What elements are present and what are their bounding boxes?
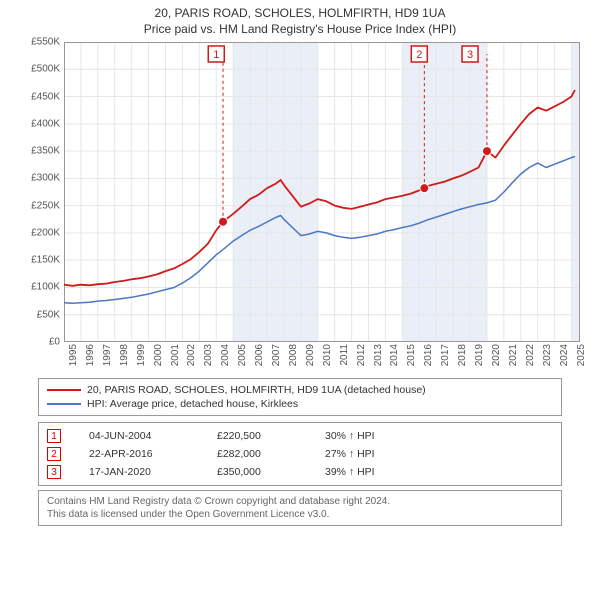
x-axis-label: 2025 bbox=[576, 344, 587, 366]
sale-price: £350,000 bbox=[217, 466, 297, 478]
legend-swatch bbox=[47, 389, 81, 391]
chart-plot: 1 2 3 bbox=[64, 42, 580, 342]
x-axis-label: 1995 bbox=[68, 344, 79, 366]
legend-row: 20, PARIS ROAD, SCHOLES, HOLMFIRTH, HD9 … bbox=[47, 383, 553, 397]
y-axis-label: £300K bbox=[20, 173, 60, 184]
sale-price: £220,500 bbox=[217, 430, 297, 442]
x-axis-label: 2004 bbox=[220, 344, 231, 366]
y-axis-label: £400K bbox=[20, 118, 60, 129]
chart-title-subtitle: Price paid vs. HM Land Registry's House … bbox=[10, 22, 590, 36]
x-axis-label: 2007 bbox=[271, 344, 282, 366]
x-axis-label: 2005 bbox=[237, 344, 248, 366]
x-axis-label: 2010 bbox=[322, 344, 333, 366]
x-axis-label: 2000 bbox=[153, 344, 164, 366]
chart-svg: 1 2 3 bbox=[64, 42, 580, 342]
x-axis-label: 1996 bbox=[85, 344, 96, 366]
sale-marker: 1 bbox=[47, 429, 61, 443]
y-axis-label: £0 bbox=[20, 337, 60, 348]
x-axis-label: 2014 bbox=[389, 344, 400, 366]
x-axis-label: 2009 bbox=[305, 344, 316, 366]
x-axis-label: 2023 bbox=[542, 344, 553, 366]
chart-area: 1 2 3 £0 £50K £100K £150K £200K £250K £300K £350K… bbox=[20, 42, 580, 372]
footer-line-2: This data is licensed under the Open Gov… bbox=[47, 508, 553, 521]
sale-hpi: 30% ↑ HPI bbox=[325, 430, 375, 442]
legend-label: 20, PARIS ROAD, SCHOLES, HOLMFIRTH, HD9 … bbox=[87, 384, 426, 396]
sale-row: 1 04-JUN-2004 £220,500 30% ↑ HPI bbox=[47, 427, 553, 445]
y-axis-label: £200K bbox=[20, 227, 60, 238]
sale-marker: 2 bbox=[47, 447, 61, 461]
sale-row: 2 22-APR-2016 £282,000 27% ↑ HPI bbox=[47, 445, 553, 463]
sale-date: 17-JAN-2020 bbox=[89, 466, 189, 478]
sale-hpi: 39% ↑ HPI bbox=[325, 466, 375, 478]
x-axis-label: 2022 bbox=[525, 344, 536, 366]
legend-label: HPI: Average price, detached house, Kirk… bbox=[87, 398, 298, 410]
x-axis-label: 2021 bbox=[508, 344, 519, 366]
sale-price: £282,000 bbox=[217, 448, 297, 460]
y-axis-label: £150K bbox=[20, 255, 60, 266]
x-axis-label: 2012 bbox=[356, 344, 367, 366]
sale-date: 22-APR-2016 bbox=[89, 448, 189, 460]
footer-box: Contains HM Land Registry data © Crown c… bbox=[38, 490, 562, 526]
x-axis-label: 1997 bbox=[102, 344, 113, 366]
x-axis-label: 2003 bbox=[203, 344, 214, 366]
x-axis-label: 2011 bbox=[339, 344, 350, 366]
x-axis-label: 2018 bbox=[457, 344, 468, 366]
footer-line-1: Contains HM Land Registry data © Crown c… bbox=[47, 495, 553, 508]
x-axis-label: 2020 bbox=[491, 344, 502, 366]
x-axis-label: 2002 bbox=[186, 344, 197, 366]
x-axis-label: 2024 bbox=[559, 344, 570, 366]
y-axis-label: £350K bbox=[20, 146, 60, 157]
sale-hpi: 27% ↑ HPI bbox=[325, 448, 375, 460]
x-axis-label: 2008 bbox=[288, 344, 299, 366]
x-axis-label: 2006 bbox=[254, 344, 265, 366]
chart-title-address: 20, PARIS ROAD, SCHOLES, HOLMFIRTH, HD9 … bbox=[10, 6, 590, 20]
x-axis-label: 1998 bbox=[119, 344, 130, 366]
legend-row: HPI: Average price, detached house, Kirk… bbox=[47, 397, 553, 411]
x-axis-label: 2017 bbox=[440, 344, 451, 366]
svg-text:1: 1 bbox=[213, 49, 219, 61]
sales-table: 1 04-JUN-2004 £220,500 30% ↑ HPI 2 22-APR-201… bbox=[38, 422, 562, 486]
x-axis-label: 1999 bbox=[136, 344, 147, 366]
y-axis-label: £450K bbox=[20, 91, 60, 102]
sale-date: 04-JUN-2004 bbox=[89, 430, 189, 442]
svg-text:3: 3 bbox=[467, 49, 473, 61]
x-axis-label: 2019 bbox=[474, 344, 485, 366]
svg-text:2: 2 bbox=[416, 49, 422, 61]
x-axis-label: 2013 bbox=[373, 344, 384, 366]
x-axis-label: 2015 bbox=[406, 344, 417, 366]
y-axis-label: £550K bbox=[20, 37, 60, 48]
legend-swatch bbox=[47, 403, 81, 405]
y-axis-label: £50K bbox=[20, 309, 60, 320]
y-axis-label: £250K bbox=[20, 200, 60, 211]
x-axis-label: 2001 bbox=[170, 344, 181, 366]
sale-marker: 3 bbox=[47, 465, 61, 479]
sale-row: 3 17-JAN-2020 £350,000 39% ↑ HPI bbox=[47, 463, 553, 481]
legend-box: 20, PARIS ROAD, SCHOLES, HOLMFIRTH, HD9 … bbox=[38, 378, 562, 416]
x-axis-label: 2016 bbox=[423, 344, 434, 366]
y-axis-label: £500K bbox=[20, 64, 60, 75]
y-axis-label: £100K bbox=[20, 282, 60, 293]
